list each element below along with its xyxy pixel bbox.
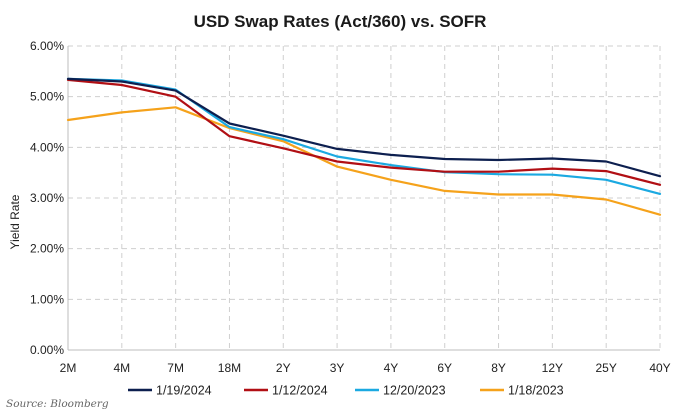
legend: 1/19/2024 1/12/2024 12/20/2023 1/18/2023 (128, 384, 564, 398)
y-tick-label: 5.00% (30, 90, 64, 104)
x-tick-label: 2M (60, 361, 77, 375)
series-line-2 (66, 77, 662, 195)
y-tick-label: 2.00% (30, 242, 64, 256)
x-tick-label: 3Y (330, 361, 345, 375)
source-note: Source: Bloomberg (6, 398, 109, 410)
x-tick-label: 18M (218, 361, 241, 375)
series-line-0 (66, 77, 662, 178)
x-tick-label: 25Y (596, 361, 617, 375)
y-axis-ticks: 0.00% 1.00% 2.00% 3.00% 4.00% 5.00% 6.00% (30, 39, 64, 357)
series-line-3 (66, 106, 662, 216)
y-tick-label: 0.00% (30, 343, 64, 357)
x-tick-label: 4M (113, 361, 130, 375)
legend-label-2: 12/20/2023 (383, 384, 446, 398)
chart-title: USD Swap Rates (Act/360) vs. SOFR (194, 12, 487, 31)
y-tick-label: 1.00% (30, 292, 64, 306)
x-tick-label: 6Y (437, 361, 452, 375)
x-tick-label: 2Y (276, 361, 291, 375)
series-lines (66, 77, 662, 216)
y-tick-label: 3.00% (30, 191, 64, 205)
x-axis-ticks: 2M 4M 7M 18M 2Y 3Y 4Y 6Y 8Y 12Y 25Y 40Y (60, 361, 671, 375)
y-tick-label: 4.00% (30, 140, 64, 154)
grid-lines (67, 45, 661, 351)
legend-label-0: 1/19/2024 (156, 384, 212, 398)
y-tick-label: 6.00% (30, 39, 64, 53)
x-tick-label: 4Y (384, 361, 399, 375)
legend-label-3: 1/18/2023 (508, 384, 564, 398)
y-axis-label: Yield Rate (8, 194, 22, 249)
x-tick-label: 8Y (491, 361, 506, 375)
x-tick-label: 12Y (542, 361, 563, 375)
x-tick-label: 40Y (649, 361, 670, 375)
series-line-1 (66, 78, 662, 186)
legend-label-1: 1/12/2024 (272, 384, 328, 398)
x-tick-label: 7M (167, 361, 184, 375)
